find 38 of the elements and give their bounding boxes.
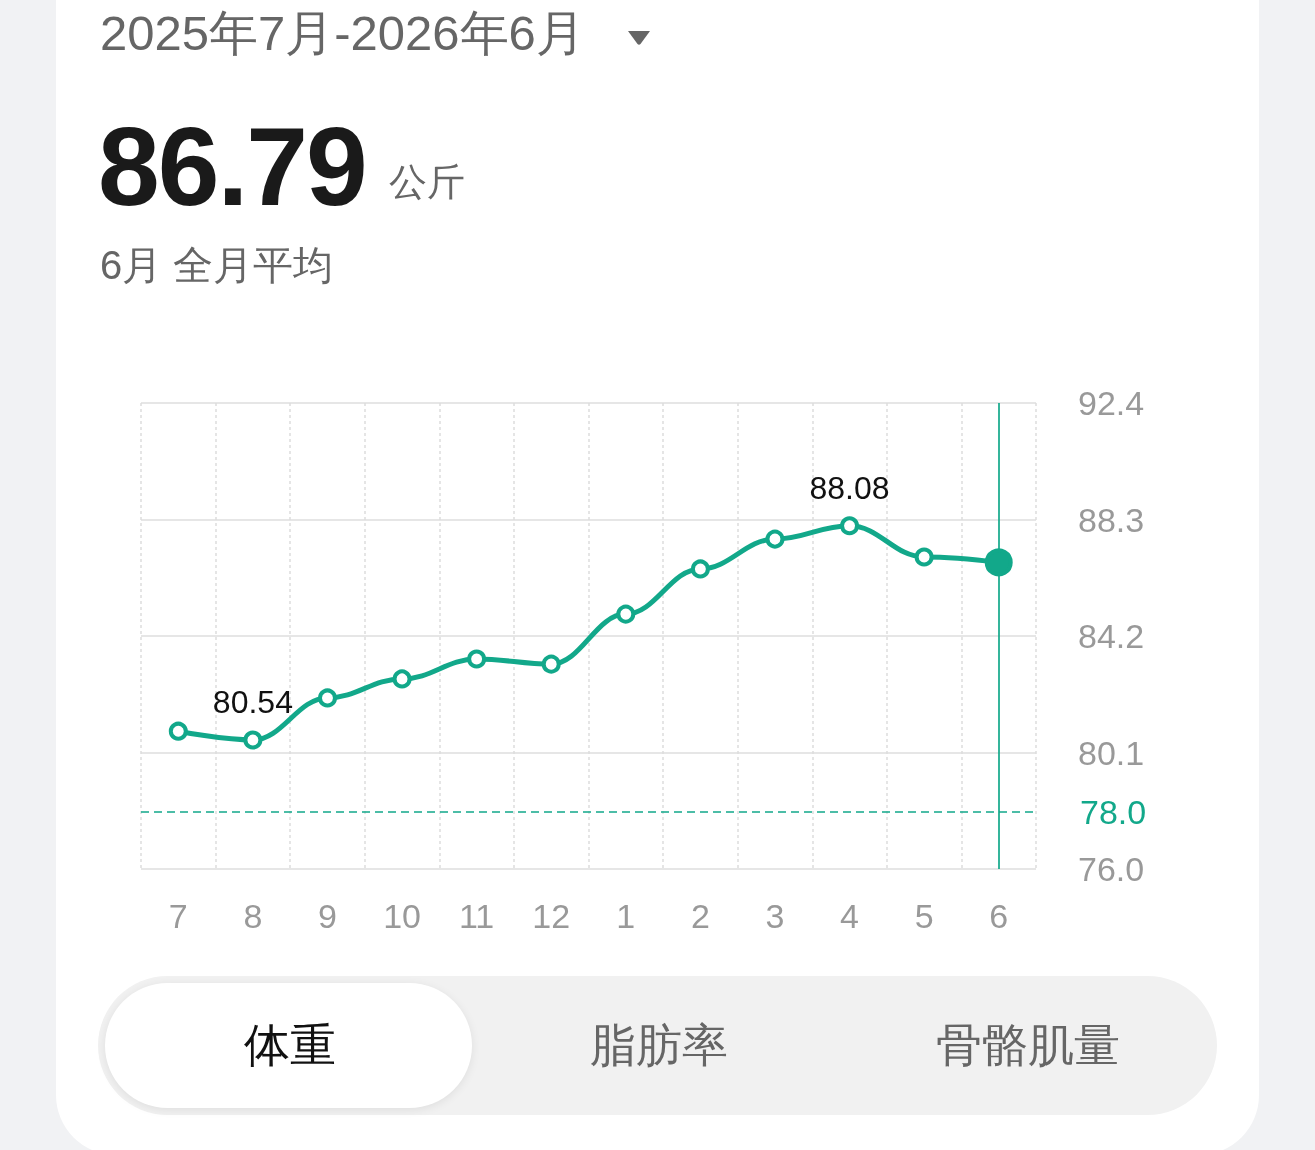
data-label: 88.08 [809, 470, 890, 507]
point [690, 559, 710, 579]
point [168, 721, 188, 741]
x-tick-label: 9 [318, 897, 337, 935]
text: 体重 [243, 1018, 336, 1072]
y-tick-label: 80.1 [1078, 733, 1145, 772]
x-tick-label: 2 [690, 897, 710, 935]
x-tick-label: 6 [989, 897, 1009, 935]
y-tick-label: 88.3 [1078, 500, 1145, 539]
text: 骨骼肌量 [935, 1018, 1120, 1072]
point [840, 516, 860, 536]
x-tick-label: 7 [168, 897, 188, 935]
x-tick-label: 11 [458, 897, 495, 935]
y-tick-label: 92.4 [1078, 384, 1145, 422]
point [765, 529, 785, 549]
chart-subtitle: 6月 全月平均 [100, 243, 334, 287]
point [541, 654, 561, 674]
point [392, 669, 412, 689]
point [914, 547, 934, 567]
y-tick-label: 76.0 [1078, 850, 1145, 888]
x-tick-label: 12 [532, 897, 571, 935]
point [467, 649, 487, 669]
x-tick-label: 4 [840, 897, 859, 935]
x-tick-label: 3 [765, 897, 785, 935]
text: 脂肪率 [589, 1018, 728, 1072]
x-tick-label: 1 [616, 897, 636, 935]
chart-title: 2025年7月-2026年6月 [100, 6, 585, 60]
y-tick-label: 84.2 [1078, 617, 1145, 655]
point [243, 730, 263, 750]
x-tick-label: 10 [383, 897, 421, 935]
data-label: 80.54 [212, 684, 293, 721]
ref-line-label: 78.0 [1080, 793, 1147, 832]
text: 86.79 [98, 105, 366, 229]
point [317, 688, 337, 708]
point [616, 604, 636, 624]
x-tick-label: 5 [914, 897, 934, 935]
text: 公斤 [389, 161, 465, 203]
x-tick-label: 8 [243, 897, 263, 935]
